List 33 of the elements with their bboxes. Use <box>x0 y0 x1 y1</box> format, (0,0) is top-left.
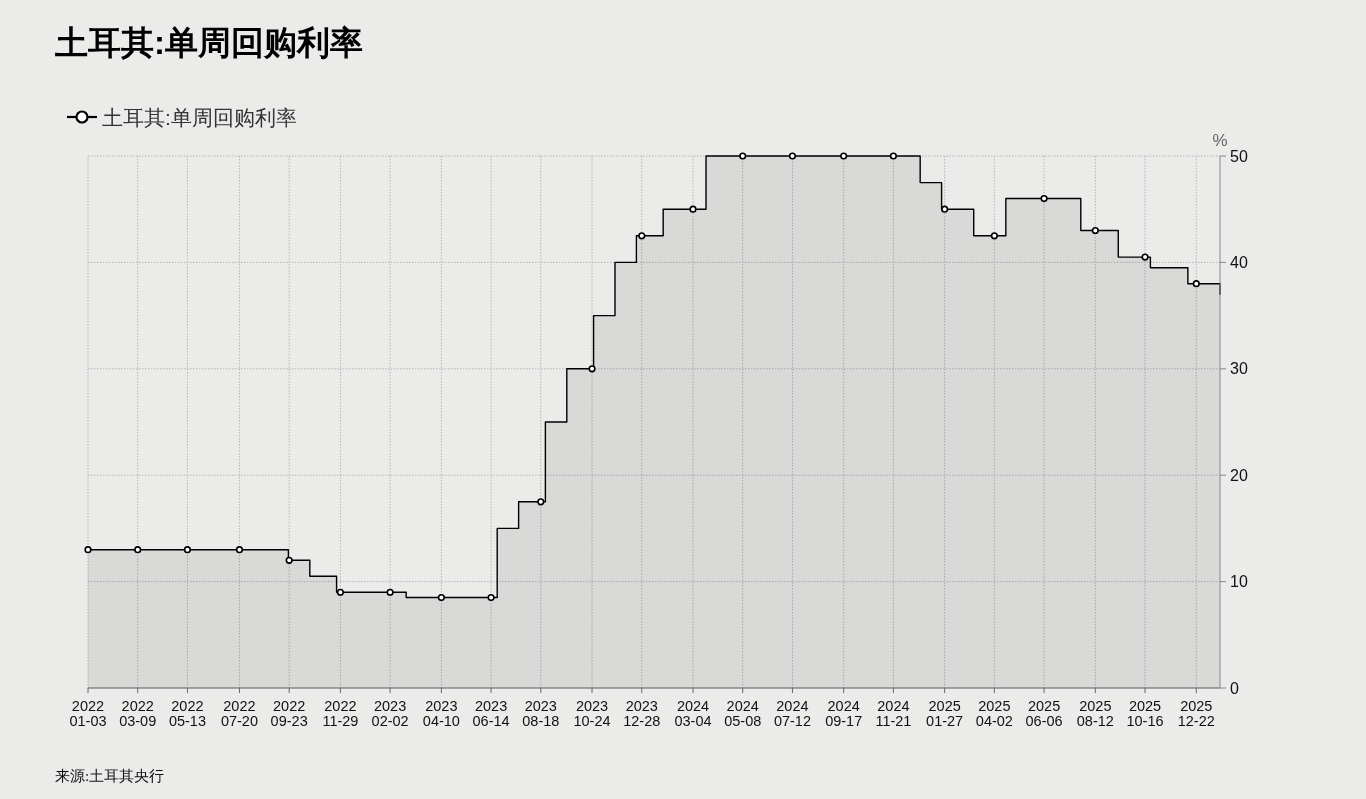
x-tick-label: 2023 08-18 <box>522 698 560 729</box>
y-tick-label: 10 <box>1230 573 1248 591</box>
legend-label: 土耳其:单周回购利率 <box>102 105 297 129</box>
x-tick-label: 2025 04-02 <box>975 698 1013 729</box>
x-tick-label: 2022 11-29 <box>322 698 359 729</box>
x-tick-label: 2025 01-27 <box>926 698 964 729</box>
x-tick-label: 2025 10-16 <box>1126 698 1164 729</box>
x-tick-label: 2024 11-21 <box>875 698 912 729</box>
x-tick-label: 2022 03-09 <box>119 698 157 729</box>
x-tick-label: 2023 12-28 <box>623 698 661 729</box>
x-tick-label: 2022 05-13 <box>168 698 206 729</box>
x-tick-label: 2023 02-02 <box>371 698 409 729</box>
y-tick-label: 0 <box>1230 679 1239 697</box>
x-tick-label: 2022 07-20 <box>220 698 258 729</box>
x-tick-label: 2023 10-24 <box>573 698 611 729</box>
x-tick-label: 2024 07-12 <box>773 698 811 729</box>
y-tick-label: 40 <box>1230 253 1248 271</box>
x-tick-label: 2025 06-06 <box>1025 698 1063 729</box>
y-tick-label: 30 <box>1230 360 1248 378</box>
x-tick-label: 2023 04-10 <box>422 698 460 729</box>
y-axis-title: % <box>1212 131 1228 150</box>
x-tick-label: 2024 03-04 <box>674 698 712 729</box>
x-tick-label: 2025 08-12 <box>1076 698 1114 729</box>
x-tick-label: 2024 09-17 <box>825 698 863 729</box>
y-tick-label: 20 <box>1230 466 1248 484</box>
x-tick-label: 2025 12-22 <box>1177 698 1215 729</box>
annotation: 来源:土耳其央行 <box>55 768 165 784</box>
x-tick-label: 2023 06-14 <box>472 698 510 729</box>
x-tick-label: 2024 05-08 <box>724 698 762 729</box>
x-tick-label: 2022 01-03 <box>69 698 107 729</box>
x-tick-label: 2022 09-23 <box>270 698 308 729</box>
y-tick-label: 50 <box>1230 147 1248 165</box>
title: 土耳其:单周回购利率 <box>55 24 363 61</box>
